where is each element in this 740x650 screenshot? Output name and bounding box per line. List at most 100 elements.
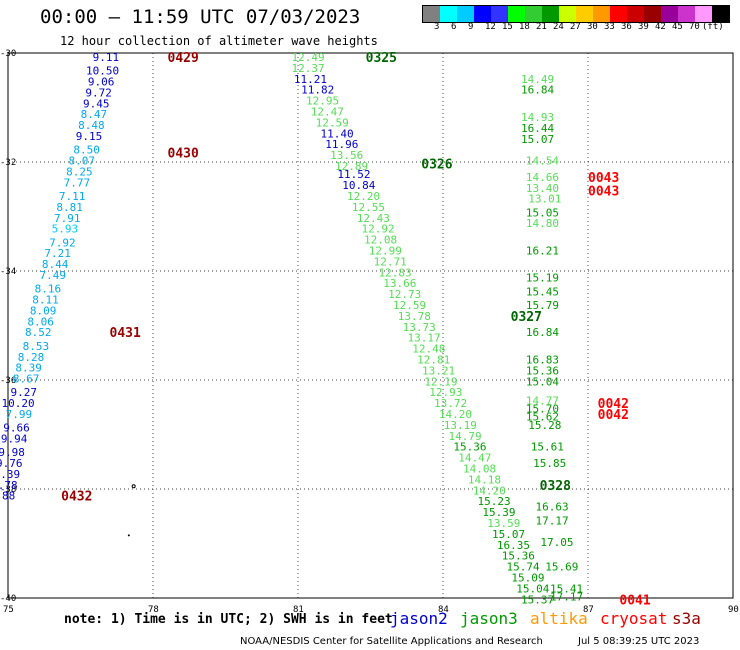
generated-timestamp: Jul 5 08:39:25 UTC 2023	[578, 636, 700, 647]
pass-time-label: 0325	[366, 51, 397, 66]
wave-height-value: 17.05	[540, 536, 573, 549]
wave-height-value: 13.17	[407, 332, 440, 345]
wave-height-value: 8.53	[23, 340, 50, 353]
color-scale-label: 45	[672, 22, 683, 32]
wave-height-value: 16.84	[526, 326, 559, 339]
wave-height-value: 15.85	[533, 457, 566, 470]
wave-height-value: 15.41	[550, 582, 583, 595]
wave-height-value: 8.39	[15, 362, 42, 375]
color-scale-label: 3	[434, 22, 440, 32]
wave-height-value: 13.40	[526, 182, 559, 195]
wave-height-value: 10.78	[0, 479, 18, 492]
color-scale-label: 21	[536, 22, 547, 32]
color-scale-label: 18	[519, 22, 530, 32]
wave-height-value: 8.47	[81, 108, 108, 121]
wave-height-value: 12.37	[291, 62, 324, 75]
wave-height-value: 13.59	[487, 517, 520, 530]
wave-height-value: 16.63	[536, 501, 569, 514]
wave-height-value: 10.39	[0, 468, 20, 481]
wave-height-value: 12.99	[369, 244, 402, 257]
wave-height-value: 12.59	[393, 299, 426, 312]
wave-height-value: 13.56	[330, 149, 363, 162]
color-swatch	[627, 6, 644, 22]
color-scale-label: 42	[655, 22, 666, 32]
y-tick-label: -38	[0, 485, 16, 495]
wave-height-value: 9.98	[0, 446, 25, 459]
color-swatch	[695, 6, 712, 22]
wave-height-value: 15.36	[453, 441, 486, 454]
wave-height-value: 15.36	[502, 550, 535, 563]
color-scale-label: 70	[689, 22, 700, 32]
pass-time-label: 0431	[110, 326, 141, 341]
wave-height-value: 10.50	[86, 65, 119, 78]
pass-time-label: 0041	[619, 593, 650, 608]
wave-height-value: 8.25	[66, 165, 93, 178]
wave-height-value: 8.67	[13, 373, 40, 386]
wave-height-value: 8.48	[78, 119, 105, 132]
wave-height-value: 15.69	[545, 561, 578, 574]
color-scale-label: 33	[604, 22, 615, 32]
wave-height-value: 8.11	[32, 294, 59, 307]
wave-height-value: 15.19	[526, 272, 559, 285]
color-swatch	[508, 6, 525, 22]
satellite-altika: altika	[530, 609, 588, 628]
wave-height-value: 12.20	[347, 190, 380, 203]
wave-height-value: 16.44	[521, 122, 554, 135]
color-scale-label: 6	[451, 22, 457, 32]
wave-height-value: 11.96	[325, 138, 358, 151]
wave-height-value: 15.70	[526, 403, 559, 416]
wave-height-value: 14.49	[521, 73, 554, 86]
wave-height-value: 11.52	[337, 168, 370, 181]
color-swatch	[712, 6, 729, 22]
color-swatch	[576, 6, 593, 22]
wave-height-value: 12.89	[335, 160, 368, 173]
y-tick-label: -30	[0, 49, 16, 59]
wave-height-value: 12.93	[429, 386, 462, 399]
wave-height-value: 15.79	[526, 299, 559, 312]
wave-height-value: 8.09	[30, 304, 57, 317]
wave-height-value: 15.45	[526, 285, 559, 298]
y-tick-label: -34	[0, 267, 16, 277]
color-scale-label: 12	[485, 22, 496, 32]
x-tick-label: 84	[438, 605, 449, 615]
wave-height-value: 11.82	[301, 84, 334, 97]
wave-height-value: 17.17	[536, 514, 569, 527]
wave-height-value: 7.21	[44, 247, 71, 260]
wave-height-value: 16.21	[526, 244, 559, 257]
color-scale-label: 9	[468, 22, 474, 32]
color-swatch	[559, 6, 576, 22]
wave-height-value: 15.07	[521, 133, 554, 146]
wave-height-value: 12.55	[352, 201, 385, 214]
color-swatch	[678, 6, 695, 22]
wave-height-value: 9.66	[3, 422, 30, 435]
wave-height-value: 15.74	[507, 561, 540, 574]
wave-height-value: 9.45	[83, 97, 110, 110]
wave-height-value: 17.17	[550, 591, 583, 604]
wave-height-value: 13.78	[398, 310, 431, 323]
wave-height-value: 15.04	[516, 582, 549, 595]
wave-height-value: 8.07	[69, 155, 96, 168]
satellite-jason3: jason3	[460, 609, 518, 628]
wave-height-value: 8.06	[27, 315, 54, 328]
wave-height-value: 12.73	[388, 288, 421, 301]
color-swatch	[440, 6, 457, 22]
wave-height-value: 13.01	[528, 193, 561, 206]
wave-height-value: 15.61	[531, 441, 564, 454]
y-tick-label: -40	[0, 594, 16, 604]
wave-height-value: 15.39	[482, 506, 515, 519]
satellite-jason2: jason2	[390, 609, 448, 628]
color-swatch	[525, 6, 542, 22]
x-tick-label: 90	[728, 605, 739, 615]
pass-time-label: 0042	[598, 397, 629, 412]
wave-height-value: 7.77	[64, 176, 91, 189]
color-swatch	[423, 6, 440, 22]
wave-height-value: 9.27	[11, 386, 38, 399]
wave-height-value: 12.49	[291, 51, 324, 64]
wave-height-value: 8.28	[18, 351, 45, 364]
wave-height-value: 13.73	[403, 321, 436, 334]
wave-height-value: 5.93	[52, 223, 79, 236]
wave-height-value: 9.11	[93, 51, 120, 64]
wave-height-value: 15.36	[526, 364, 559, 377]
wave-height-value: 15.23	[478, 495, 511, 508]
wave-height-value: 12.92	[362, 223, 395, 236]
